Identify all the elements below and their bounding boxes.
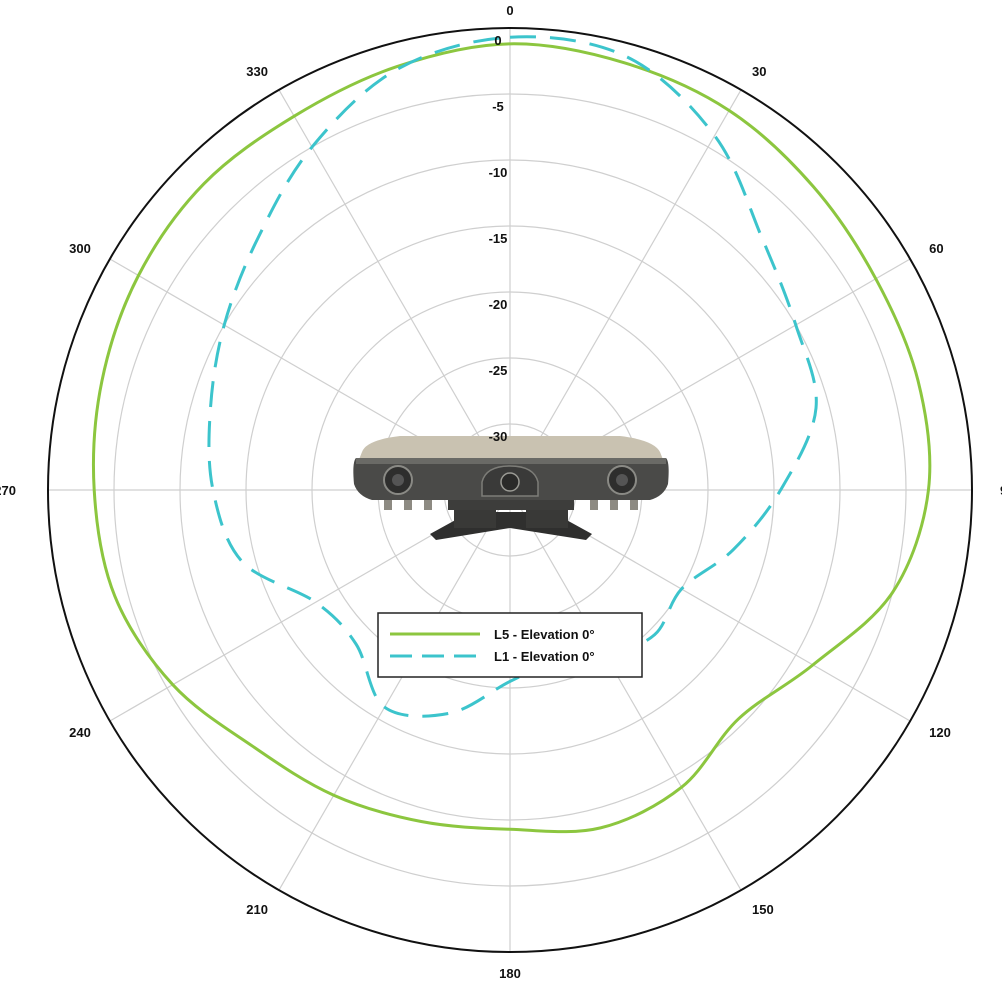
angle-tick-label: 270 [0, 483, 16, 498]
radial-tick-label: -5 [492, 99, 504, 114]
legend: L5 - Elevation 0° L1 - Elevation 0° [377, 612, 643, 678]
legend-box [377, 612, 643, 678]
grid-spoke [509, 89, 742, 491]
device-band [356, 458, 666, 464]
angle-tick-label: 180 [499, 966, 521, 981]
angle-tick-label: 240 [69, 725, 91, 740]
outer-ring [47, 27, 973, 953]
gnss-antenna-device-icon [353, 436, 669, 540]
angle-tick-label: 90 [1000, 483, 1002, 498]
series [92, 35, 932, 834]
angle-tick-label: 30 [752, 64, 766, 79]
legend-label-l5: L5 - Elevation 0° [494, 627, 595, 642]
grid-spoke [278, 89, 511, 491]
legend-label-l1: L1 - Elevation 0° [494, 649, 595, 664]
device-mount-block-right [526, 510, 568, 528]
radial-tick-label: -20 [489, 297, 508, 312]
angle-tick-label: 60 [929, 241, 943, 256]
device-port-right-inner [616, 474, 628, 486]
radial-tick-label: -30 [489, 429, 508, 444]
device-fin-5 [610, 500, 618, 510]
angle-tick-label: 120 [929, 725, 951, 740]
angle-tick-label: 150 [752, 902, 774, 917]
device-fin-1 [384, 500, 392, 510]
angle-tick-label: 330 [246, 64, 268, 79]
angle-tick-label: 0 [506, 3, 513, 18]
device-fin-3 [424, 500, 432, 510]
radial-tick-label: -10 [489, 165, 508, 180]
radial-tick-label: 0 [494, 33, 501, 48]
series-line-l5 [92, 42, 932, 834]
angle-tick-label: 300 [69, 241, 91, 256]
radial-tick-label: -15 [489, 231, 508, 246]
device-port-left-inner [392, 474, 404, 486]
tick-labels: 0 -5 -10 -15 -20 -25 -30 0 30 60 90 120 150 180 210 240… [0, 3, 1002, 981]
angle-tick-label: 210 [246, 902, 268, 917]
grid-spoke [509, 489, 742, 891]
device-top-shell [358, 436, 664, 462]
device-fin-6 [630, 500, 638, 510]
device-port-center [500, 472, 520, 492]
device-mount-plate [448, 500, 574, 510]
device-mount-block-left [454, 510, 496, 528]
grid-spoke [278, 489, 511, 891]
radial-tick-label: -25 [489, 363, 508, 378]
device-fin-4 [590, 500, 598, 510]
device-fin-2 [404, 500, 412, 510]
series-line-l1 [207, 35, 818, 718]
